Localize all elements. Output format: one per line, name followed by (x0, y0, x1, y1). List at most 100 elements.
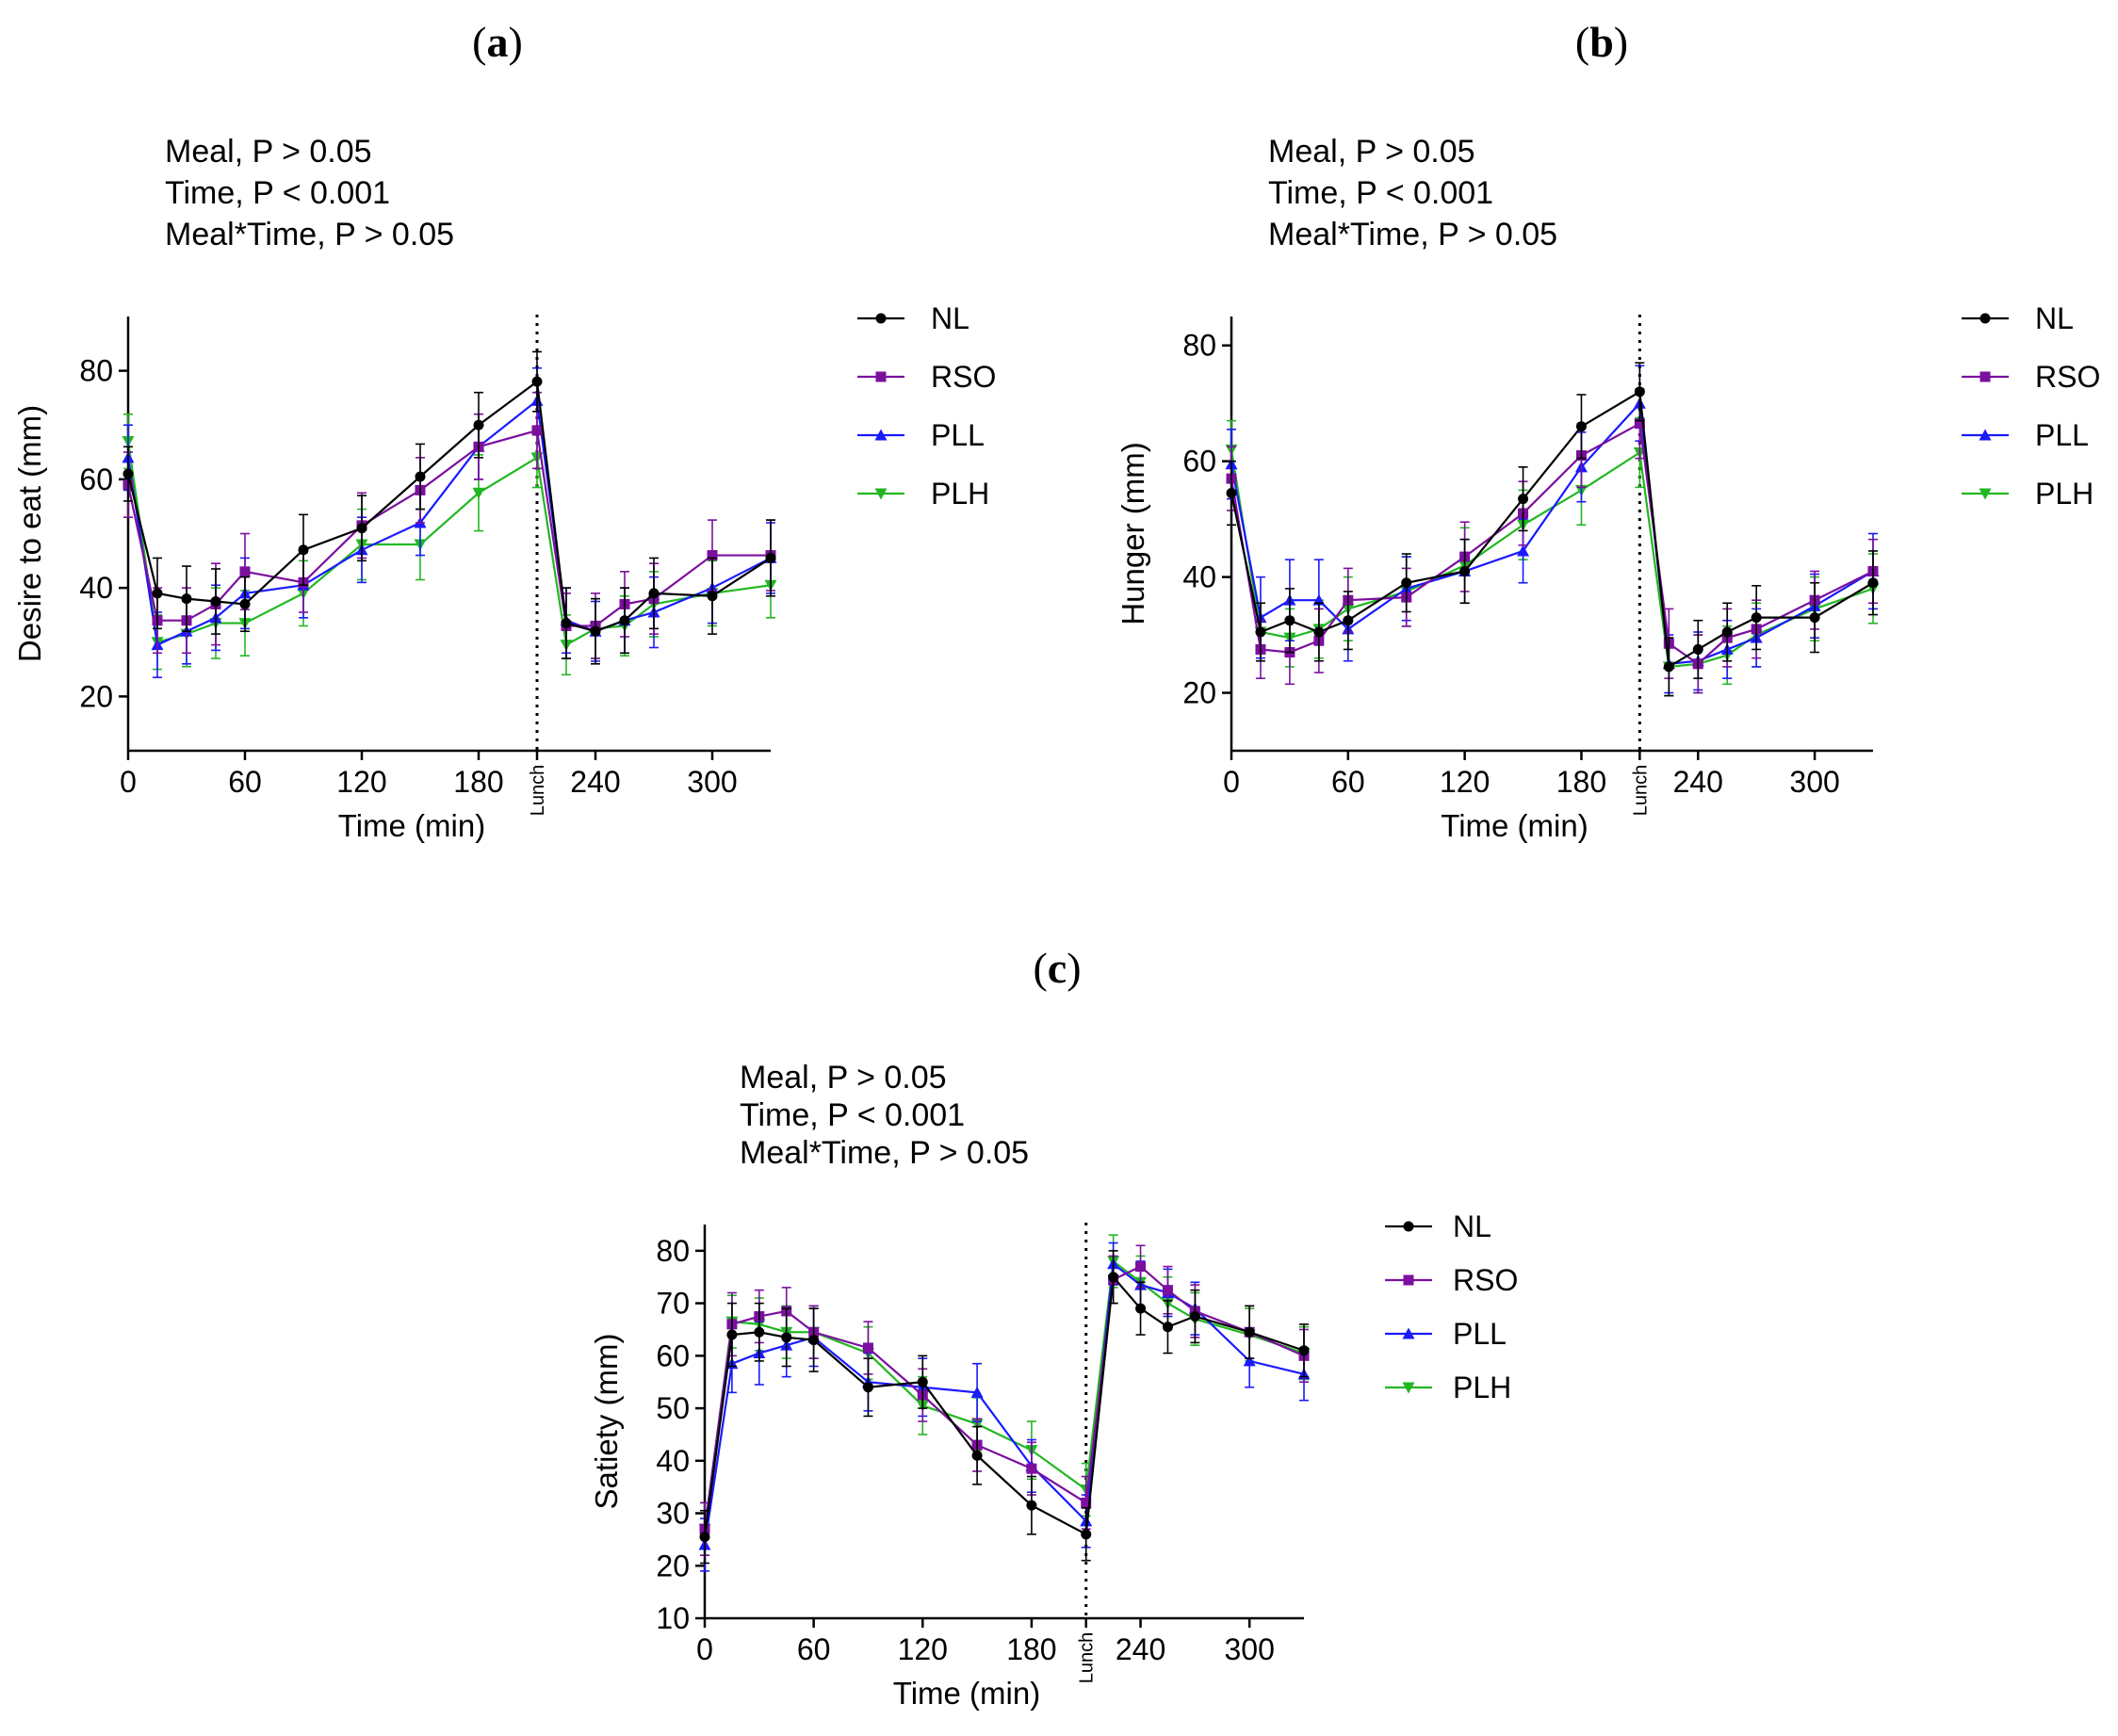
panel-a-y-tick-label: 20 (79, 679, 113, 713)
panel-b-legend-marker-plh (1979, 488, 1992, 500)
panel-b-point-nl (1255, 626, 1266, 638)
panel-b-point-nl (1867, 577, 1879, 589)
panel-a-point-nl (181, 593, 192, 605)
panel-a-point-nl (648, 588, 660, 599)
panel-c-series-pll (698, 1241, 1311, 1572)
panel-b-point-nl (1518, 494, 1529, 505)
panel-c-line-nl (703, 1274, 1305, 1537)
panel-a-point-nl (152, 588, 163, 599)
panel-c-y-tick-label: 10 (656, 1601, 690, 1635)
panel-c-stat-2: Meal*Time, P > 0.05 (740, 1135, 1029, 1171)
panel-b-stat-1: Time, P < 0.001 (1268, 175, 1493, 211)
panel-b-x-tick-label: 60 (1331, 765, 1365, 799)
panel-c-y-tick-label: 30 (656, 1497, 690, 1531)
panel-a-x-tick-label: 240 (570, 765, 620, 799)
panel-a-point-rso (531, 425, 543, 436)
panel-c-point-nl (1162, 1322, 1173, 1333)
panel-a-point-nl (415, 471, 426, 482)
panel-a-x-tick-label: 300 (687, 765, 737, 799)
panel-c-line-pll (703, 1261, 1305, 1546)
panel-c-legend-label-pll: PLL (1453, 1317, 1507, 1351)
panel-a-y-tick-label: 80 (79, 354, 113, 388)
panel-c-point-nl (699, 1532, 710, 1543)
panel-b-letter: (b) (1575, 18, 1628, 66)
panel-c-x-tick-label: 0 (696, 1632, 713, 1666)
panel-b-legend-marker-rso (1980, 371, 1991, 382)
panel-c-point-nl (971, 1450, 983, 1461)
panel-c-x-tick-label: 240 (1116, 1632, 1165, 1666)
panel-b-x-tick-label: 300 (1789, 765, 1839, 799)
panel-c-series-plh (698, 1234, 1311, 1556)
panel-a-legend-label-plh: PLH (931, 477, 989, 511)
panel-c-line-rso (703, 1265, 1305, 1530)
panel-a-point-nl (531, 376, 543, 387)
panel-b-series-nl (1226, 362, 1879, 697)
panel-a-point-nl (210, 596, 221, 608)
panel-a-point-plh (472, 487, 485, 499)
panel-c-point-nl (1244, 1326, 1255, 1338)
panel-b-point-nl (1575, 421, 1587, 432)
panel-c-point-rso (1135, 1261, 1147, 1273)
panel-c-point-nl (1298, 1345, 1310, 1356)
panel-b-line-nl (1230, 390, 1874, 669)
panel-a-series-nl (122, 350, 776, 665)
panel-a-y-tick-label: 60 (79, 462, 113, 496)
panel-c-point-nl (917, 1376, 928, 1387)
panel-b-x-tick-label: 180 (1556, 765, 1606, 799)
panel-c-point-rso (1026, 1463, 1037, 1474)
panel-a-legend-marker-pll (874, 429, 888, 441)
panel-b-x-tick-label: 240 (1673, 765, 1723, 799)
panel-b-point-nl (1809, 612, 1820, 624)
panel-b-legend-label-plh: PLH (2035, 477, 2094, 511)
panel-a-point-rso (239, 566, 251, 577)
panel-a-legend-marker-nl (875, 313, 887, 324)
panel-c-point-nl (1189, 1311, 1200, 1322)
panel-b-point-nl (1284, 615, 1295, 626)
panel-c-stat-0: Meal, P > 0.05 (740, 1060, 947, 1095)
panel-a-x-axis-title: Time (min) (338, 808, 485, 843)
panel-a-point-rso (707, 550, 718, 561)
panel-a-lunch-label: Lunch (528, 765, 548, 817)
panel-b-point-nl (1721, 626, 1733, 638)
panel-c-stat-1: Time, P < 0.001 (740, 1097, 965, 1133)
panel-b-point-nl (1459, 565, 1471, 576)
panel-a-point-nl (298, 544, 309, 556)
panel-c-point-nl (1135, 1303, 1147, 1314)
panel-a-series-plh (122, 413, 777, 676)
panel-b-legend-marker-pll (1979, 429, 1992, 441)
panel-c-legend-marker-rso (1403, 1274, 1414, 1286)
panel-c-point-nl (1026, 1500, 1037, 1511)
panel-b-x-tick-label: 120 (1440, 765, 1490, 799)
panel-a-x-tick-label: 60 (228, 765, 262, 799)
panel-b-stat-0: Meal, P > 0.05 (1268, 134, 1475, 170)
panel-a-line-rso (126, 429, 771, 627)
panel-b-legend-marker-nl (1980, 313, 1991, 324)
panel-a-point-nl (619, 615, 630, 626)
panel-c-point-rso (1162, 1285, 1173, 1296)
panel-a-line-nl (126, 380, 772, 633)
panel-a: (a) Meal, P > 0.05 Time, P < 0.001 Meal*Tim… (12, 18, 996, 843)
panel-c-x-tick-label: 120 (898, 1632, 948, 1666)
panel-c-x-tick-label: 180 (1006, 1632, 1056, 1666)
panel-c-legend-marker-plh (1402, 1382, 1415, 1394)
panel-c-legend-label-rso: RSO (1453, 1263, 1518, 1297)
panel-c-point-pll (970, 1386, 984, 1398)
panel-b-y-tick-label: 80 (1182, 329, 1216, 363)
panel-b-line-rso (1230, 421, 1874, 666)
panel-a-line-pll (126, 398, 772, 647)
panel-b-x-axis-title: Time (min) (1441, 808, 1588, 843)
panel-a-legend-marker-rso (875, 371, 887, 382)
panel-b: (b) Meal, P > 0.05 Time, P < 0.001 Meal*Tim… (1116, 18, 2100, 843)
panel-b-legend-label-pll: PLL (2035, 418, 2089, 452)
panel-c-legend-label-nl: NL (1453, 1209, 1491, 1243)
panel-b-point-nl (1692, 643, 1703, 655)
panel-c-point-nl (862, 1382, 873, 1393)
panel-c-y-axis-title: Satiety (mm) (589, 1333, 624, 1509)
panel-a-legend-marker-plh (874, 488, 888, 500)
panel-c-x-axis-title: Time (min) (893, 1676, 1040, 1711)
panel-c-series-nl (699, 1250, 1310, 1565)
panel-b-point-nl (1343, 615, 1354, 626)
panel-b-point-nl (1401, 577, 1412, 589)
panel-b-line-plh (1230, 449, 1874, 669)
